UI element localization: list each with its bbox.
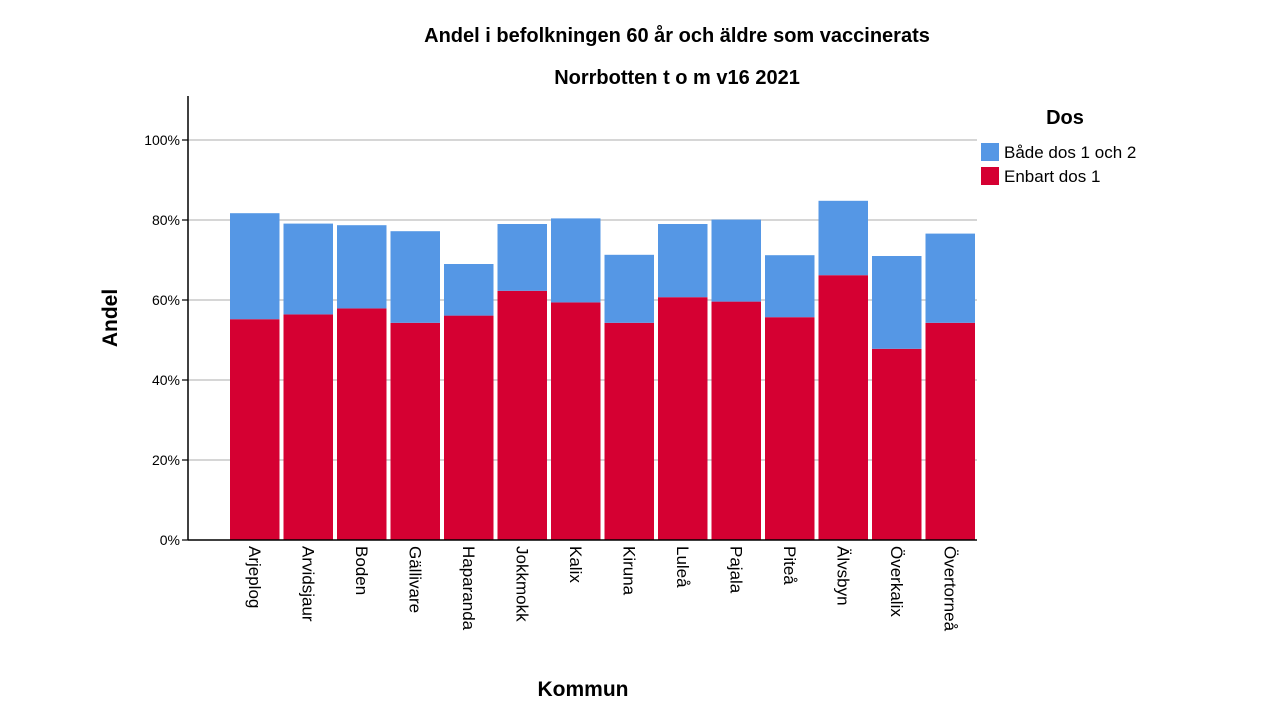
bar-segment xyxy=(765,317,815,540)
legend-swatch xyxy=(981,167,999,185)
bar-segment xyxy=(551,302,601,540)
bar-segment xyxy=(390,231,440,323)
bar-segment xyxy=(283,314,333,540)
bar-segment xyxy=(337,225,387,309)
x-axis-categories: Arjeplog Arvidsjaur Boden Gällivare Haparand… xyxy=(245,546,960,632)
bars xyxy=(230,200,975,540)
bar-segment xyxy=(444,264,494,316)
bar-segment xyxy=(230,213,280,320)
bar-segment xyxy=(925,322,975,540)
y-axis-ticks: 0% 20% 40% 60% 80% 100% xyxy=(144,132,188,548)
bar-segment xyxy=(497,224,547,291)
bar-segment xyxy=(711,219,761,302)
bar-segment xyxy=(551,218,601,303)
x-tick-label: Pajala xyxy=(726,546,745,594)
x-tick-label: Kiruna xyxy=(619,546,638,596)
x-tick-label: Arvidsjaur xyxy=(298,546,317,622)
x-tick-label: Luleå xyxy=(673,546,692,588)
bar-segment xyxy=(497,290,547,540)
y-tick-label: 80% xyxy=(152,212,180,228)
y-tick-label: 20% xyxy=(152,452,180,468)
x-tick-label: Kalix xyxy=(566,546,585,583)
bar-segment xyxy=(604,322,654,540)
bar-segment xyxy=(872,256,922,349)
bar-segment xyxy=(818,275,868,540)
x-tick-label: Övertorneå xyxy=(940,546,959,632)
bar-segment xyxy=(818,200,868,276)
x-tick-label: Haparanda xyxy=(459,546,478,631)
y-tick-label: 100% xyxy=(144,132,180,148)
y-tick-label: 0% xyxy=(160,532,180,548)
x-tick-label: Boden xyxy=(352,546,371,595)
x-tick-label: Älvsbyn xyxy=(833,546,852,606)
y-tick-label: 60% xyxy=(152,292,180,308)
chart-subtitle: Norrbotten t o m v16 2021 xyxy=(554,67,800,89)
bar-segment xyxy=(604,254,654,323)
bar-segment xyxy=(658,224,708,298)
legend-title: Dos xyxy=(1046,107,1084,129)
x-tick-label: Gällivare xyxy=(405,546,424,613)
y-tick-label: 40% xyxy=(152,372,180,388)
bar-segment xyxy=(230,319,280,540)
bar-segment xyxy=(711,301,761,540)
bar-segment xyxy=(390,322,440,540)
legend-label: Enbart dos 1 xyxy=(1004,167,1100,186)
legend: Dos Både dos 1 och 2 Enbart dos 1 xyxy=(981,107,1136,186)
bar-segment xyxy=(925,233,975,323)
x-tick-label: Arjeplog xyxy=(245,546,264,608)
bar-segment xyxy=(337,308,387,540)
legend-swatch xyxy=(981,143,999,161)
x-tick-label: Jokkmokk xyxy=(512,546,531,622)
y-axis-title: Andel xyxy=(99,289,122,347)
bar-segment xyxy=(283,223,333,315)
x-tick-label: Överkalix xyxy=(887,546,906,617)
bar-segment xyxy=(658,297,708,540)
bar-segment xyxy=(765,255,815,318)
x-tick-label: Piteå xyxy=(780,546,799,585)
x-axis-title: Kommun xyxy=(538,678,629,701)
bar-segment xyxy=(444,315,494,540)
bar-segment xyxy=(872,348,922,540)
legend-label: Både dos 1 och 2 xyxy=(1004,143,1136,162)
chart-title: Andel i befolkningen 60 år och äldre som… xyxy=(424,24,930,47)
